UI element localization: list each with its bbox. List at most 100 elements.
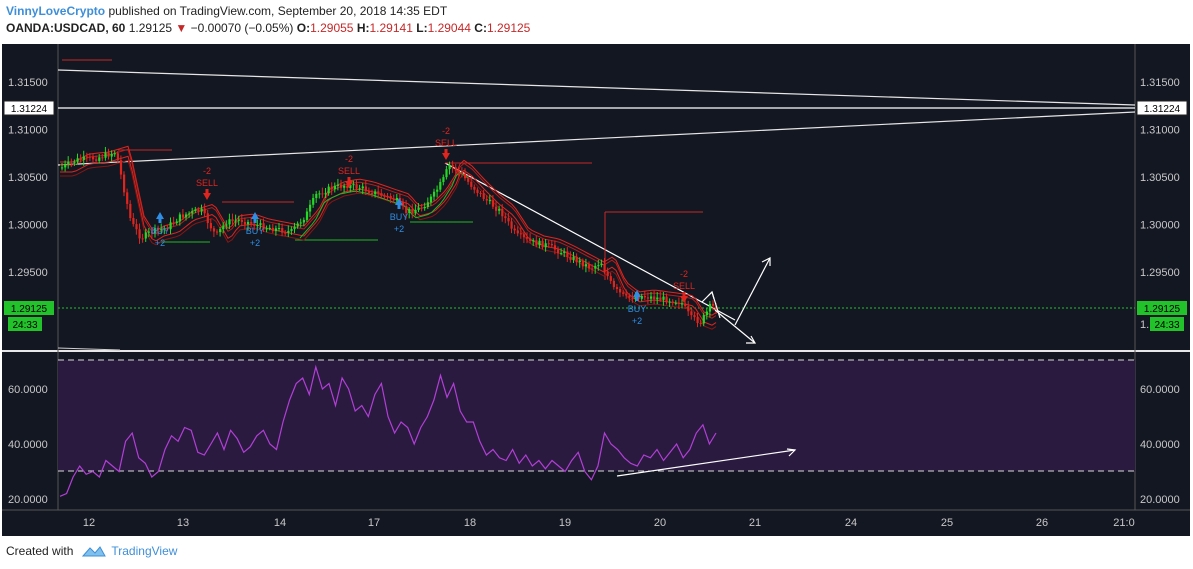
- candle-body[interactable]: [265, 228, 268, 230]
- candle-body[interactable]: [566, 251, 569, 257]
- trendline-lower[interactable]: [57, 111, 1136, 166]
- candle-body[interactable]: [650, 296, 653, 299]
- candle-body[interactable]: [526, 237, 529, 239]
- candle-body[interactable]: [262, 223, 265, 230]
- candle-body[interactable]: [355, 184, 358, 189]
- candle-body[interactable]: [216, 231, 219, 233]
- candle-body[interactable]: [110, 153, 113, 157]
- candle-body[interactable]: [625, 293, 628, 296]
- candle-body[interactable]: [600, 263, 603, 266]
- candle-body[interactable]: [333, 185, 336, 190]
- candle-body[interactable]: [70, 161, 73, 163]
- candle-body[interactable]: [439, 182, 442, 190]
- candle-body[interactable]: [473, 186, 476, 190]
- candle-body[interactable]: [519, 233, 522, 235]
- candle-body[interactable]: [516, 230, 519, 234]
- candle-body[interactable]: [557, 249, 560, 254]
- candle-body[interactable]: [485, 198, 488, 201]
- candle-body[interactable]: [349, 184, 352, 189]
- candle-body[interactable]: [154, 227, 157, 234]
- candle-body[interactable]: [544, 243, 547, 248]
- candle-body[interactable]: [594, 265, 597, 269]
- price-pane[interactable]: [2, 44, 1190, 350]
- candle-body[interactable]: [231, 219, 234, 222]
- candle-body[interactable]: [101, 157, 104, 159]
- candle-body[interactable]: [510, 221, 513, 229]
- trendline-upper[interactable]: [57, 69, 1136, 106]
- candle-body[interactable]: [200, 208, 203, 212]
- candle-body[interactable]: [532, 240, 535, 242]
- candle-body[interactable]: [656, 297, 659, 300]
- candle-body[interactable]: [123, 174, 126, 193]
- candle-body[interactable]: [305, 211, 309, 220]
- candle-body[interactable]: [671, 301, 674, 303]
- candle-body[interactable]: [141, 238, 144, 240]
- author-link[interactable]: VinnyLoveCrypto: [6, 4, 106, 18]
- candle-body[interactable]: [278, 227, 281, 229]
- candle-body[interactable]: [433, 191, 436, 197]
- candle-body[interactable]: [405, 205, 408, 213]
- candle-body[interactable]: [132, 218, 135, 225]
- candle-body[interactable]: [324, 193, 327, 195]
- candle-body[interactable]: [402, 201, 405, 206]
- candle-body[interactable]: [575, 256, 578, 263]
- candle-body[interactable]: [646, 297, 650, 299]
- candle-body[interactable]: [445, 169, 448, 178]
- candle-body[interactable]: [259, 223, 262, 225]
- candle-body[interactable]: [79, 158, 82, 160]
- candle-body[interactable]: [172, 222, 175, 224]
- candle-body[interactable]: [367, 191, 371, 193]
- candle-body[interactable]: [104, 152, 107, 158]
- candlesticks[interactable]: [61, 146, 718, 328]
- candle-body[interactable]: [467, 178, 470, 182]
- candle-body[interactable]: [321, 193, 324, 195]
- candle-body[interactable]: [488, 200, 491, 202]
- candle-body[interactable]: [352, 184, 355, 186]
- candle-body[interactable]: [681, 303, 684, 305]
- candle-body[interactable]: [206, 213, 209, 224]
- candle-body[interactable]: [191, 211, 194, 214]
- candle-body[interactable]: [327, 186, 330, 194]
- candle-body[interactable]: [448, 164, 451, 170]
- candle-body[interactable]: [423, 206, 426, 209]
- candle-body[interactable]: [256, 224, 259, 226]
- time-axis-bar[interactable]: [2, 510, 1190, 536]
- candle-body[interactable]: [584, 264, 588, 267]
- candle-body[interactable]: [240, 219, 243, 222]
- candle-body[interactable]: [188, 213, 191, 215]
- candle-body[interactable]: [228, 219, 231, 225]
- candle-body[interactable]: [529, 238, 532, 241]
- candle-body[interactable]: [380, 193, 383, 196]
- candle-body[interactable]: [175, 221, 178, 223]
- candle-body[interactable]: [501, 208, 504, 217]
- candle-body[interactable]: [442, 177, 445, 183]
- candle-body[interactable]: [420, 207, 423, 209]
- candle-body[interactable]: [302, 219, 305, 223]
- candle-body[interactable]: [581, 260, 584, 267]
- candle-body[interactable]: [147, 231, 150, 233]
- candle-body[interactable]: [336, 184, 340, 186]
- candle-body[interactable]: [377, 191, 380, 194]
- candle-body[interactable]: [482, 193, 485, 199]
- candle-body[interactable]: [287, 230, 290, 233]
- candle-body[interactable]: [268, 227, 271, 229]
- candle-body[interactable]: [219, 229, 222, 233]
- candle-body[interactable]: [271, 227, 274, 232]
- candle-body[interactable]: [560, 253, 563, 255]
- candle-body[interactable]: [389, 196, 392, 199]
- candle-body[interactable]: [674, 302, 677, 304]
- candle-body[interactable]: [315, 193, 318, 198]
- candle-body[interactable]: [107, 152, 110, 157]
- candle-body[interactable]: [705, 311, 708, 316]
- candle-body[interactable]: [659, 297, 662, 300]
- candle-body[interactable]: [640, 295, 643, 299]
- candle-body[interactable]: [160, 229, 163, 231]
- candle-body[interactable]: [386, 195, 389, 197]
- candle-body[interactable]: [82, 156, 85, 160]
- candle-body[interactable]: [563, 251, 566, 254]
- candle-body[interactable]: [495, 206, 498, 211]
- candle-body[interactable]: [92, 156, 95, 160]
- candle-body[interactable]: [212, 228, 216, 232]
- candle-body[interactable]: [643, 295, 646, 298]
- candle-body[interactable]: [460, 171, 464, 174]
